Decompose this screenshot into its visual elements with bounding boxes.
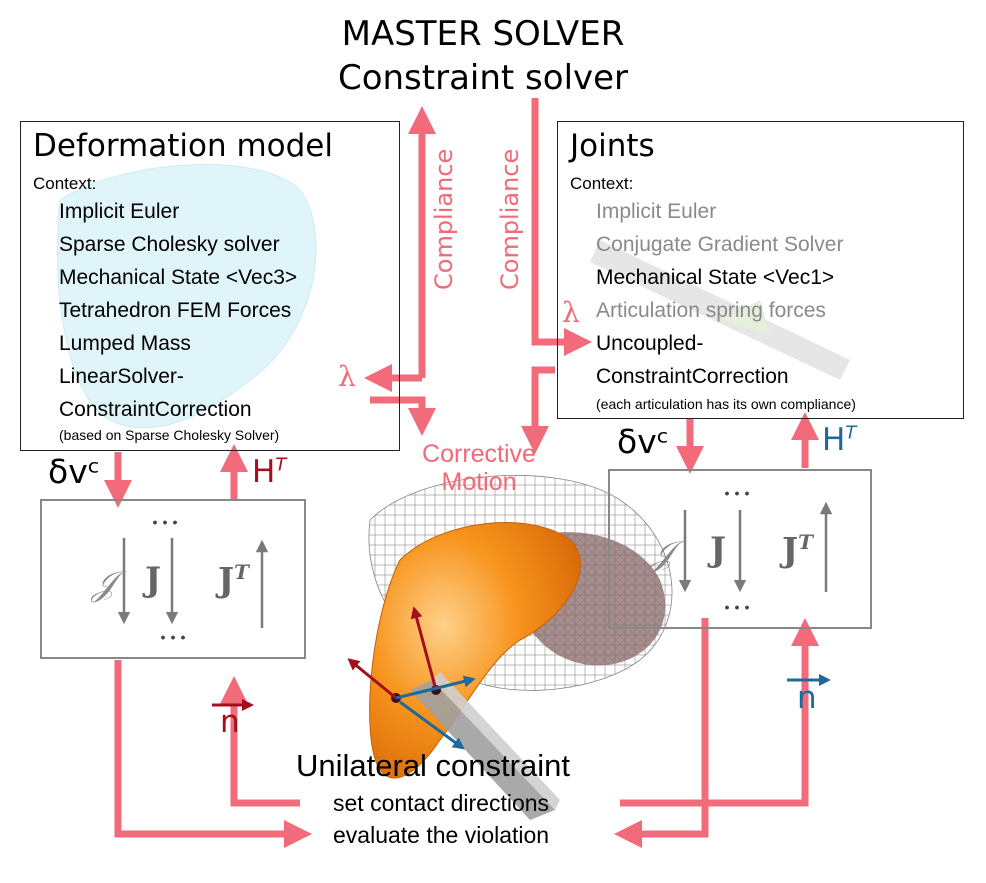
arrow-contact-to-left: [220, 676, 300, 807]
bold-jt-right-sup: T: [798, 530, 813, 554]
bold-jt-right-j: J: [782, 530, 799, 571]
bold-jt-left-sup: T: [234, 560, 249, 584]
arrow-compliance-right: [531, 98, 592, 356]
arrow-left-to-violation: [114, 660, 312, 848]
jacobian-box-right: [608, 469, 872, 629]
deformation-item-3: Mechanical State <Vec3>: [59, 266, 298, 289]
h-letter-left: H: [252, 454, 276, 490]
joints-item-uncoupled: Uncoupled-: [596, 332, 704, 355]
joints-item-spring-forces: Articulation spring forces: [596, 299, 826, 322]
h-sup-right: T: [845, 422, 857, 444]
delta-v-right: δvᶜ: [617, 422, 669, 461]
dots-bottom-right: …: [722, 582, 752, 617]
arrow-contact-to-right: [620, 618, 819, 807]
unilateral-line-1: set contact directions: [333, 790, 550, 816]
unilateral-line-2: evaluate the violation: [333, 822, 550, 848]
background-joint-rod: [590, 240, 850, 380]
deformation-item-2: Sparse Cholesky solver: [59, 233, 280, 256]
n-label-left: n: [220, 704, 240, 740]
bold-jt-left-j: J: [218, 560, 235, 601]
deformation-item-7: ConstraintCorrection: [59, 398, 252, 421]
lambda-left: λ: [338, 360, 356, 393]
joints-note: (each articulation has its own complianc…: [596, 396, 856, 412]
joints-item-conjugate-gradient: Conjugate Gradient Solver: [596, 233, 844, 256]
dots-top-right: …: [722, 468, 752, 503]
arrow-corrective-left: [370, 396, 436, 436]
bold-jt-right: JT: [782, 530, 813, 570]
jacobian-box-left: [40, 499, 306, 659]
joints-item-mechanical-state: Mechanical State <Vec1>: [596, 266, 835, 289]
background-liver-mesh: [56, 164, 317, 429]
script-j-right: 𝒥: [650, 534, 674, 574]
bold-j-left: J: [145, 560, 162, 600]
compliance-label-right: Compliance: [496, 148, 524, 290]
arrow-right-to-violation: [614, 618, 709, 848]
joints-title: Joints: [570, 128, 655, 164]
bold-jt-left: JT: [218, 560, 249, 600]
h-transpose-left: HT: [252, 454, 286, 490]
bold-j-right: J: [710, 530, 727, 570]
corrective-motion-label: Corrective Motion: [404, 440, 554, 496]
corrective-line-2: Motion: [441, 468, 517, 496]
deformation-note: (based on Sparse Cholesky Solver): [59, 427, 280, 443]
arrow-corrective-right: [521, 366, 555, 454]
pink-arrows: [104, 98, 819, 848]
constraint-solver-title: Constraint solver: [337, 58, 629, 98]
unilateral-title: Unilateral constraint: [296, 748, 570, 783]
joints-item-implicit-euler: Implicit Euler: [596, 200, 717, 223]
joints-item-constraint-correction: ConstraintCorrection: [596, 365, 789, 388]
lambda-right: λ: [562, 296, 580, 329]
liver-ribcage-illustration: [347, 474, 673, 820]
h-letter-right: H: [822, 422, 846, 458]
deformation-model-box: Deformation model Context: Implicit Eule…: [20, 121, 400, 451]
joints-box: Joints Context: Implicit Euler Conjugate…: [557, 121, 964, 419]
dots-bottom-left: …: [158, 612, 188, 647]
compliance-label-left: Compliance: [430, 148, 458, 290]
deformation-item-5: Lumped Mass: [59, 332, 191, 355]
script-j-left: 𝒥: [92, 564, 116, 604]
h-sup-left: T: [275, 454, 287, 476]
dots-top-left: …: [150, 497, 180, 532]
master-solver-title: MASTER SOLVER: [341, 14, 625, 54]
deformation-title: Deformation model: [33, 128, 333, 164]
delta-v-left: δvᶜ: [48, 452, 100, 491]
deformation-item-1: Implicit Euler: [59, 200, 180, 223]
deformation-context-label: Context:: [33, 174, 97, 193]
n-label-right: n: [797, 680, 817, 716]
h-transpose-right: HT: [822, 422, 856, 458]
deformation-item-6: LinearSolver-: [59, 365, 184, 388]
corrective-line-1: Corrective: [422, 440, 536, 468]
deformation-item-4: Tetrahedron FEM Forces: [59, 299, 292, 322]
joints-context-label: Context:: [570, 174, 634, 193]
